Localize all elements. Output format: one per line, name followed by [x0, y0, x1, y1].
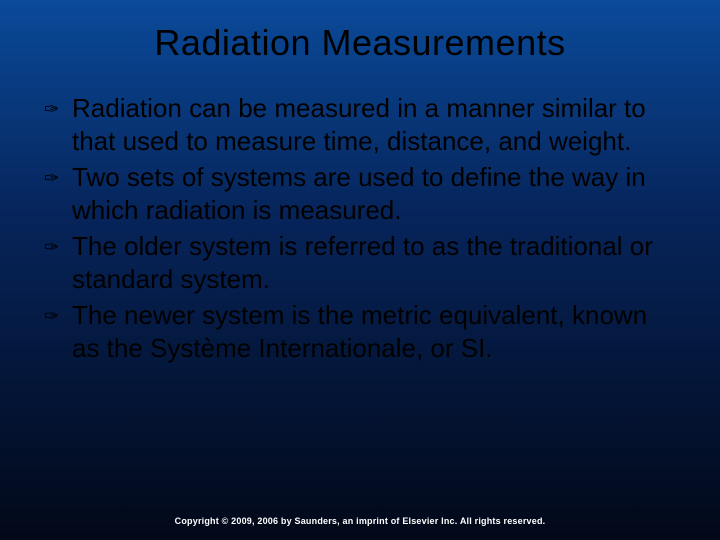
copyright-footer: Copyright © 2009, 2006 by Saunders, an i…: [0, 516, 720, 526]
list-item: ✑ Radiation can be measured in a manner …: [44, 92, 680, 157]
bullet-icon: ✑: [44, 161, 72, 190]
bullet-icon: ✑: [44, 299, 72, 328]
bullet-text: Radiation can be measured in a manner si…: [72, 92, 680, 157]
list-item: ✑ Two sets of systems are used to define…: [44, 161, 680, 226]
bullet-text: Two sets of systems are used to define t…: [72, 161, 680, 226]
slide: Radiation Measurements ✑ Radiation can b…: [0, 0, 720, 540]
list-item: ✑ The older system is referred to as the…: [44, 230, 680, 295]
list-item: ✑ The newer system is the metric equival…: [44, 299, 680, 364]
slide-content: ✑ Radiation can be measured in a manner …: [0, 92, 720, 364]
bullet-text: The newer system is the metric equivalen…: [72, 299, 680, 364]
bullet-icon: ✑: [44, 92, 72, 121]
bullet-text: The older system is referred to as the t…: [72, 230, 680, 295]
slide-title: Radiation Measurements: [0, 0, 720, 92]
bullet-icon: ✑: [44, 230, 72, 259]
